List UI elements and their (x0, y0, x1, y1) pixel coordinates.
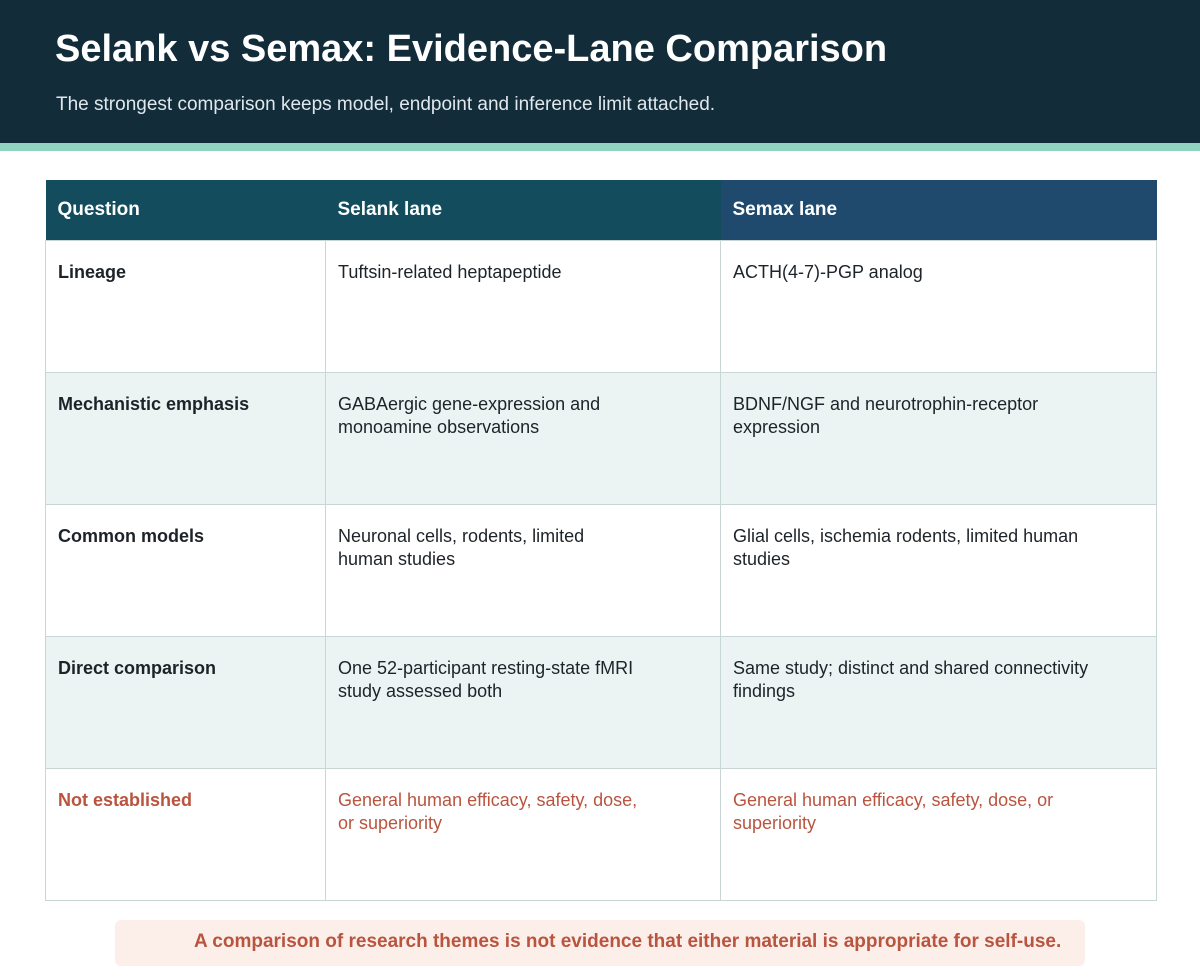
table-row-direct-comparison: Direct comparison One 52-participant res… (45, 635, 1157, 769)
selank-cell: One 52-participant resting-state fMRI st… (325, 635, 721, 769)
semax-cell-text: General human efficacy, safety, dose, or… (733, 789, 1054, 833)
selank-cell: Neuronal cells, rodents, limited human s… (325, 503, 721, 637)
table-row-mechanistic-emphasis: Mechanistic emphasis GABAergic gene-expr… (45, 371, 1157, 505)
semax-cell: BDNF/NGF and neurotrophin-receptor expre… (720, 371, 1157, 505)
page-header: Selank vs Semax: Evidence-Lane Compariso… (0, 0, 1200, 143)
row-question-cell: Direct comparison (45, 635, 326, 769)
table-row-not-established: Not established General human efficacy, … (45, 767, 1157, 901)
selank-cell-text: GABAergic gene-expression and monoamine … (338, 393, 601, 437)
column-header-question: Question (45, 180, 326, 240)
table-row-common-models: Common models Neuronal cells, rodents, l… (45, 503, 1157, 637)
footer-note-banner (115, 920, 1085, 966)
page-title: Selank vs Semax: Evidence-Lane Compariso… (55, 28, 888, 70)
semax-cell: Glial cells, ischemia rodents, limited h… (720, 503, 1157, 637)
semax-cell-text: BDNF/NGF and neurotrophin-receptor expre… (733, 393, 1039, 437)
row-question-label: Lineage (58, 261, 127, 282)
row-question-cell: Not established (45, 767, 326, 901)
selank-cell-text: General human efficacy, safety, dose, or… (338, 789, 638, 833)
table-row-lineage: Lineage Tuftsin-related heptapeptide ACT… (45, 239, 1157, 373)
row-question-cell: Lineage (45, 239, 326, 373)
semax-cell: Same study; distinct and shared connecti… (720, 635, 1157, 769)
selank-cell: GABAergic gene-expression and monoamine … (325, 371, 721, 505)
semax-cell-text: Glial cells, ischemia rodents, limited h… (733, 525, 1079, 569)
selank-cell: General human efficacy, safety, dose, or… (325, 767, 721, 901)
selank-cell-text: Tuftsin-related heptapeptide (338, 261, 562, 282)
semax-cell-text: Same study; distinct and shared connecti… (733, 657, 1089, 701)
row-question-label: Common models (58, 525, 205, 546)
comparison-table: Question Selank lane Semax lane Lineage … (45, 180, 1157, 901)
row-question-cell: Mechanistic emphasis (45, 371, 326, 505)
semax-cell: ACTH(4-7)-PGP analog (720, 239, 1157, 373)
column-header-selank: Selank lane (325, 180, 721, 240)
column-header-semax: Semax lane (720, 180, 1157, 240)
header-accent-divider (0, 143, 1200, 151)
selank-cell-text: Neuronal cells, rodents, limited human s… (338, 525, 585, 569)
row-question-cell: Common models (45, 503, 326, 637)
footer-note-text: A comparison of research themes is not e… (194, 931, 1062, 952)
page-subtitle: The strongest comparison keeps model, en… (56, 94, 716, 115)
selank-cell-text: One 52-participant resting-state fMRI st… (338, 657, 634, 701)
semax-cell-text: ACTH(4-7)-PGP analog (733, 261, 923, 282)
row-question-label: Direct comparison (58, 657, 217, 678)
selank-cell: Tuftsin-related heptapeptide (325, 239, 721, 373)
row-question-label: Mechanistic emphasis (58, 393, 250, 414)
semax-cell: General human efficacy, safety, dose, or… (720, 767, 1157, 901)
table-header-row: Question Selank lane Semax lane (45, 180, 1157, 240)
row-question-label: Not established (58, 789, 193, 810)
